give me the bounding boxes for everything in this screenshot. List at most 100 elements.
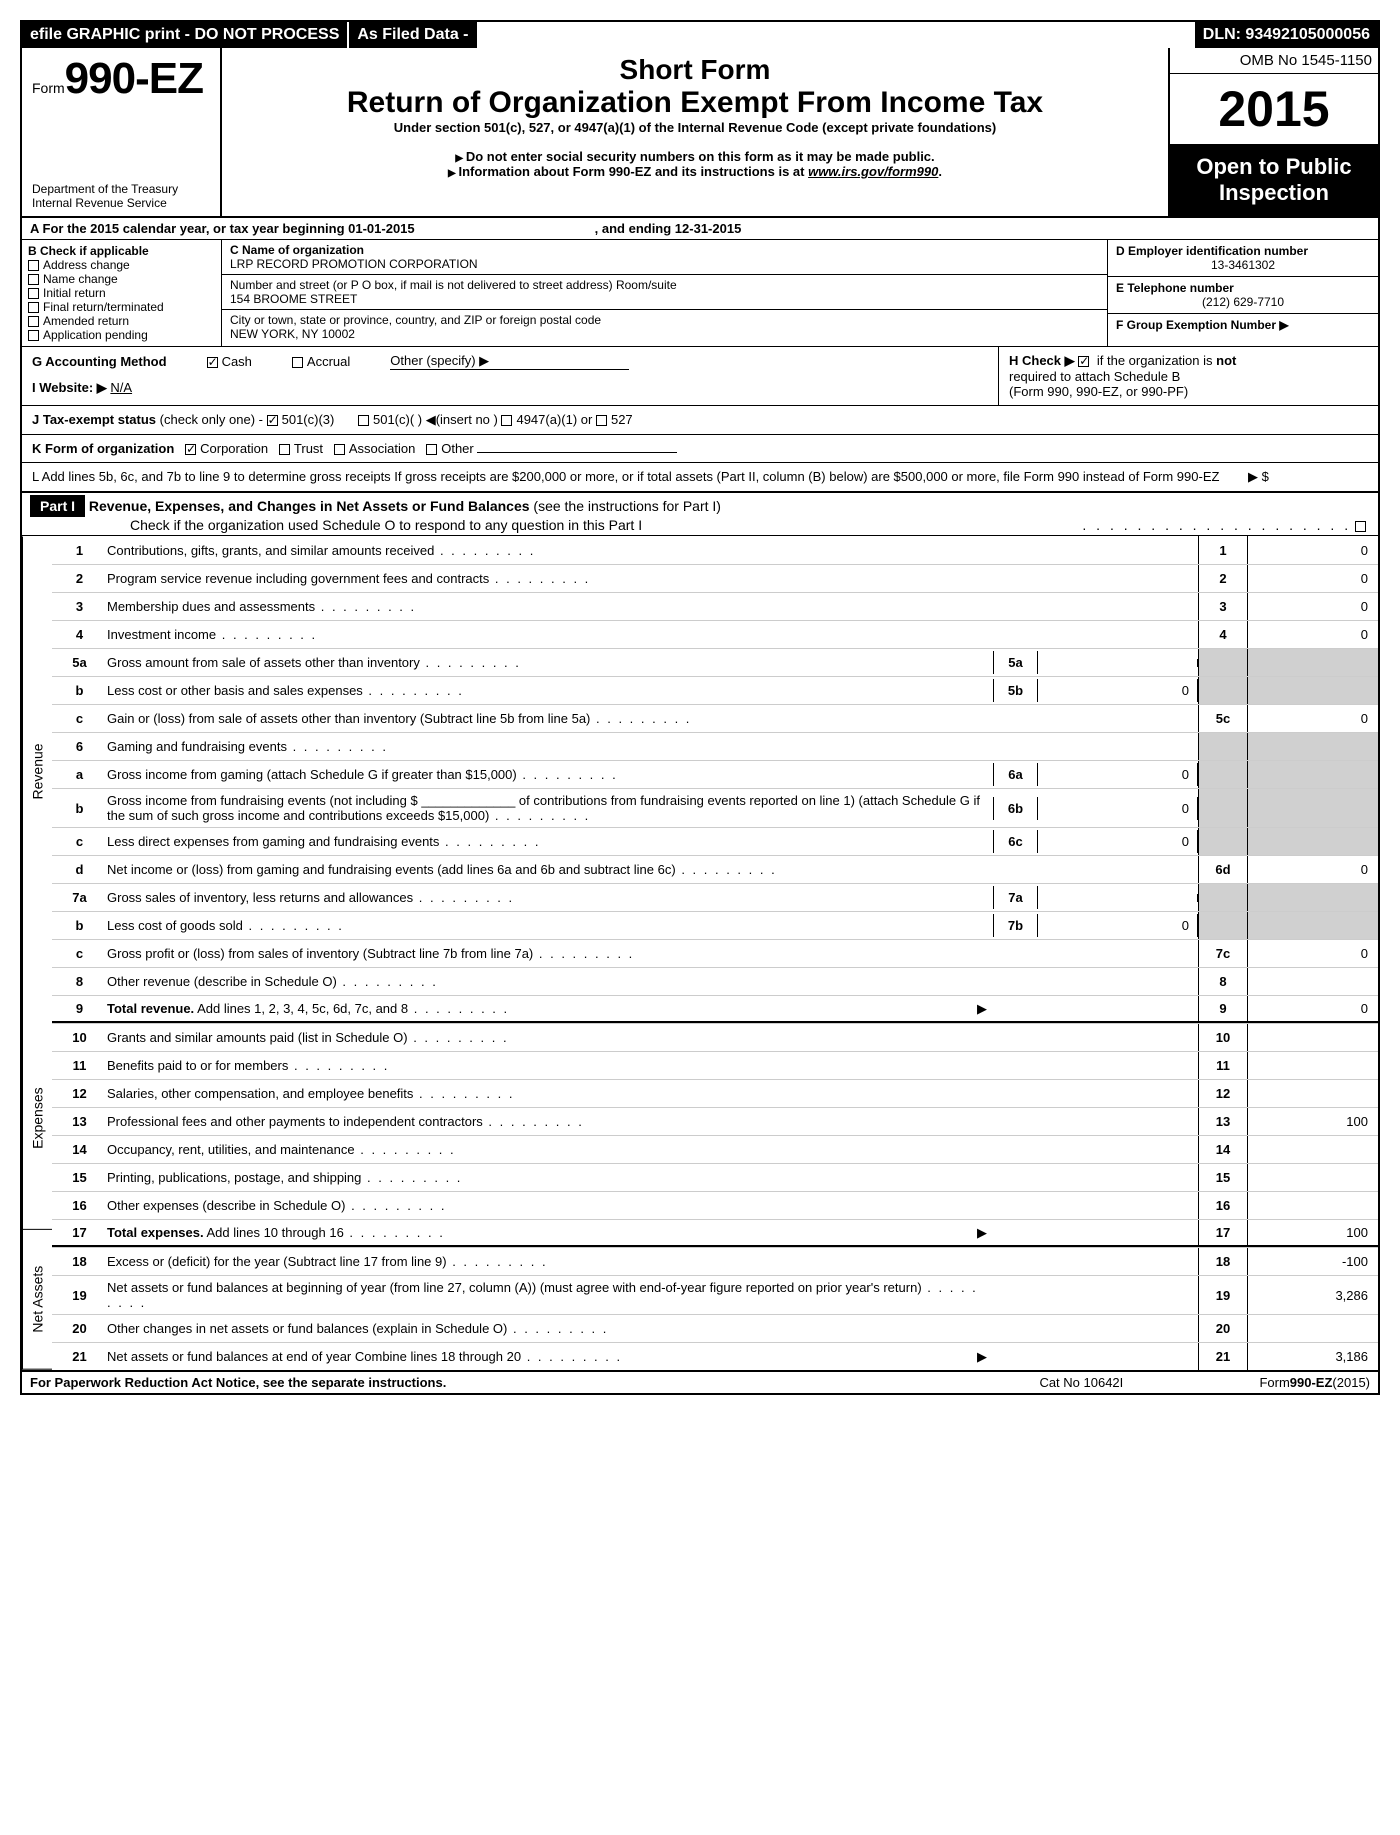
box-num: 20 (1198, 1315, 1248, 1342)
line-num: 21 (52, 1345, 107, 1368)
ein: 13-3461302 (1116, 258, 1370, 272)
box-num: 14 (1198, 1136, 1248, 1163)
box-num: 21 (1198, 1343, 1248, 1370)
line-num: 8 (52, 970, 107, 993)
chk-initial[interactable] (28, 288, 39, 299)
l-text: L Add lines 5b, 6c, and 7b to line 9 to … (32, 469, 1248, 485)
box-num (1198, 912, 1248, 939)
box-val: 0 (1248, 940, 1378, 967)
line-label: Grants and similar amounts paid (list in… (107, 1026, 993, 1049)
line-num: 20 (52, 1317, 107, 1340)
line-label: Contributions, gifts, grants, and simila… (107, 539, 993, 562)
box-val: 0 (1248, 996, 1378, 1021)
line-label: Other revenue (describe in Schedule O) .… (107, 970, 993, 993)
side-revenue: Revenue (22, 536, 52, 1007)
chk-accrual[interactable] (292, 357, 303, 368)
box-val (1248, 1024, 1378, 1051)
section-ghij: H Check ▶ if the organization is not req… (22, 347, 1378, 493)
line-11: 11Benefits paid to or for members . . . … (52, 1051, 1378, 1079)
k-label: K Form of organization (32, 441, 174, 456)
phone: (212) 629-7710 (1116, 295, 1370, 309)
line-label: Gross profit or (loss) from sales of inv… (107, 942, 993, 965)
h-text1: if the organization is (1097, 353, 1216, 368)
chk-527[interactable] (596, 415, 607, 426)
side-netassets: Net Assets (22, 1230, 52, 1370)
box-num (1198, 828, 1248, 855)
box-num: 4 (1198, 621, 1248, 648)
line-label: Total revenue. Add lines 1, 2, 3, 4, 5c,… (107, 997, 993, 1021)
h-box: H Check ▶ if the organization is not req… (998, 347, 1378, 405)
warn-info: Information about Form 990-EZ and its in… (448, 164, 808, 179)
street-label: Number and street (or P O box, if mail i… (230, 278, 1099, 292)
box-num: 16 (1198, 1192, 1248, 1219)
box-num: 17 (1198, 1220, 1248, 1245)
box-val (1248, 1164, 1378, 1191)
line-label: Less direct expenses from gaming and fun… (107, 830, 993, 853)
chk-corp[interactable] (185, 444, 196, 455)
box-num: 19 (1198, 1276, 1248, 1314)
irs-link[interactable]: www.irs.gov/form990 (808, 164, 938, 179)
box-val (1248, 677, 1378, 704)
line-num: 13 (52, 1110, 107, 1133)
mid-val: 0 (1038, 914, 1198, 937)
part-i-heading: Revenue, Expenses, and Changes in Net As… (89, 498, 530, 514)
row-a: A For the 2015 calendar year, or tax yea… (22, 218, 1378, 240)
line-num: 7a (52, 886, 107, 909)
chk-address[interactable] (28, 260, 39, 271)
line-num: 2 (52, 567, 107, 590)
chk-amended[interactable] (28, 316, 39, 327)
part-i-instr: (see the instructions for Part I) (533, 498, 721, 514)
chk-trust[interactable] (279, 444, 290, 455)
box-val (1248, 912, 1378, 939)
dept-irs: Internal Revenue Service (32, 196, 210, 210)
footer-left: For Paperwork Reduction Act Notice, see … (30, 1375, 1039, 1390)
chk-name[interactable] (28, 274, 39, 285)
line-label: Net assets or fund balances at end of ye… (107, 1345, 993, 1369)
line-num: 17 (52, 1221, 107, 1244)
box-val (1248, 649, 1378, 676)
chk-h[interactable] (1078, 356, 1089, 367)
subtitle: Under section 501(c), 527, or 4947(a)(1)… (232, 120, 1158, 135)
line-12: 12Salaries, other compensation, and empl… (52, 1079, 1378, 1107)
box-val: 3,286 (1248, 1276, 1378, 1314)
chk-assoc[interactable] (334, 444, 345, 455)
chk-501c[interactable] (358, 415, 369, 426)
line-num: c (52, 942, 107, 965)
line-18: 18Excess or (deficit) for the year (Subt… (52, 1247, 1378, 1275)
line-num: 10 (52, 1026, 107, 1049)
f-label: F Group Exemption Number ▶ (1116, 318, 1370, 332)
chk-other[interactable] (426, 444, 437, 455)
chk-part-i[interactable] (1355, 521, 1366, 532)
box-num: 12 (1198, 1080, 1248, 1107)
box-val (1248, 828, 1378, 855)
c-label: C Name of organization (230, 243, 1099, 257)
line-label: Investment income . . . . . . . . . (107, 623, 993, 646)
line-num: d (52, 858, 107, 881)
box-num (1198, 884, 1248, 911)
line-19: 19Net assets or fund balances at beginni… (52, 1275, 1378, 1314)
dept-treasury: Department of the Treasury (32, 182, 210, 196)
footer-right: Form990-EZ(2015) (1259, 1375, 1370, 1390)
mid-val: 0 (1038, 797, 1198, 820)
box-val: 3,186 (1248, 1343, 1378, 1370)
g-label: G Accounting Method (32, 354, 167, 369)
chk-cash[interactable] (207, 357, 218, 368)
chk-app[interactable] (28, 330, 39, 341)
line-label: Gross income from gaming (attach Schedul… (107, 763, 993, 786)
mid-num: 6b (993, 797, 1038, 820)
line-label: Net income or (loss) from gaming and fun… (107, 858, 993, 881)
box-val (1248, 968, 1378, 995)
warn-ssn: Do not enter social security numbers on … (232, 149, 1158, 164)
box-val: 100 (1248, 1220, 1378, 1245)
line-label: Occupancy, rent, utilities, and maintena… (107, 1138, 993, 1161)
line-3: 3Membership dues and assessments . . . .… (52, 592, 1378, 620)
line-num: 9 (52, 997, 107, 1020)
mid-val: 0 (1038, 830, 1198, 853)
chk-final[interactable] (28, 302, 39, 313)
chk-501c3[interactable] (267, 415, 278, 426)
mid-val (1038, 894, 1198, 902)
footer-mid: Cat No 10642I (1039, 1375, 1259, 1390)
chk-4947[interactable] (501, 415, 512, 426)
box-num: 1 (1198, 536, 1248, 564)
box-num: 8 (1198, 968, 1248, 995)
